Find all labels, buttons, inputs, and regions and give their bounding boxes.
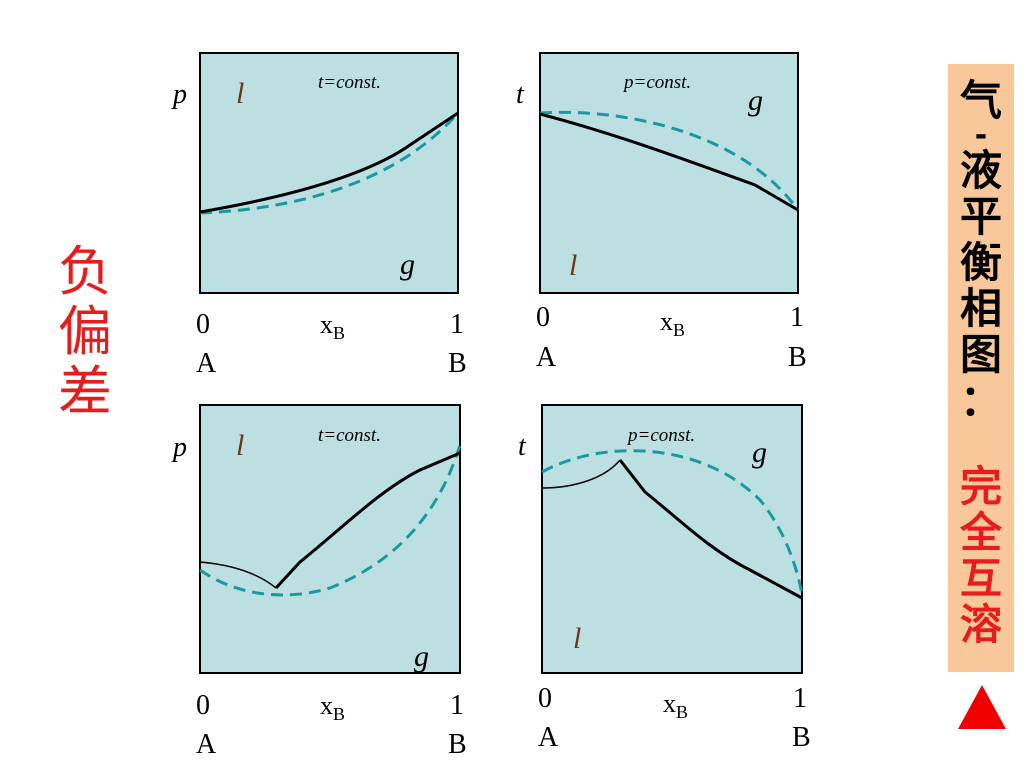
x-start-label: 0 [536,302,550,333]
x-start-label: 0 [196,690,210,721]
phase-label-top: l [236,77,244,110]
liquid-curve-right [274,451,461,590]
y-axis-label: t [518,431,527,462]
title-char: 气 [959,76,1002,125]
liquid-curve-right [618,459,803,600]
diagram-3: p l t=const. g 0 xB 1 A B [171,404,467,760]
title-char: 平 [959,192,1002,241]
y-axis-label: p [171,432,187,463]
vapor-curve [541,449,804,596]
title-char: - [974,118,988,153]
title-panel: 气 - 液 平 衡 相 图 ： 完 全 互 溶 [948,64,1014,672]
component-a-label: A [196,348,217,379]
subtitle-char: 溶 [959,600,1002,649]
component-a-label: A [196,729,217,760]
x-end-label: 1 [790,302,804,333]
vapor-curve [199,112,460,215]
subtitle-text: 完 全 互 溶 [948,464,1014,648]
phase-label-top: g [748,84,763,117]
component-b-label: B [448,348,467,379]
title-char: 图 [959,330,1002,379]
component-b-label: B [792,722,811,753]
component-b-label: B [788,342,807,373]
x-start-label: 0 [538,683,552,714]
y-axis-label: t [516,79,525,110]
plot-area [199,52,459,294]
phase-label-top: l [236,429,244,462]
x-end-label: 1 [793,683,807,714]
plot-area [199,404,461,674]
liquid-curve [199,111,459,214]
subtitle-char: 完 [959,462,1002,511]
component-a-label: A [536,342,557,373]
component-b-label: B [448,729,467,760]
diagram-4: t p=const. g l 0 xB 1 A B [518,404,811,753]
diagram-1: p l t=const. g 0 xB 1 A B [171,52,467,379]
component-a-label: A [538,722,559,753]
phase-label-top: g [752,436,767,469]
label-char: 偏 [58,300,112,363]
label-char: 负 [58,240,112,303]
subtitle-char: 互 [959,554,1002,603]
title-char: ： [959,376,1002,425]
diagram-2: t p=const. g l 0 xB 1 A B [516,52,807,373]
x-end-label: 1 [450,309,464,340]
title-char: 相 [959,284,1002,333]
y-axis-label: p [171,79,187,110]
condition-label: p=const. [622,72,691,93]
x-var-label: xB [663,689,688,722]
condition-label: p=const. [626,425,695,446]
x-start-label: 0 [196,309,210,340]
liquid-curve [539,112,799,212]
liquid-curve-left [199,561,277,589]
phase-label-bottom: l [573,622,581,655]
x-var-label: xB [320,691,345,724]
label-char: 差 [58,360,112,423]
title-char: 衡 [959,238,1002,287]
negative-deviation-label: 负 偏 差 [50,242,120,422]
subtitle-char: 全 [959,508,1002,557]
title-text: 气 - 液 平 衡 相 图 ： [948,78,1014,424]
phase-label-bottom: g [414,640,429,673]
plot-area [541,404,803,674]
vapor-curve [539,110,800,211]
red-triangle-icon[interactable] [958,685,1006,729]
condition-label: t=const. [318,72,381,93]
liquid-curve-left [541,459,621,489]
title-char: 液 [959,146,1002,195]
plot-area [539,52,799,294]
phase-label-bottom: g [400,248,415,281]
phase-label-bottom: l [569,249,577,282]
x-var-label: xB [320,310,345,343]
condition-label: t=const. [318,425,381,446]
vapor-curve [199,444,462,597]
x-var-label: xB [660,307,685,340]
x-end-label: 1 [450,690,464,721]
